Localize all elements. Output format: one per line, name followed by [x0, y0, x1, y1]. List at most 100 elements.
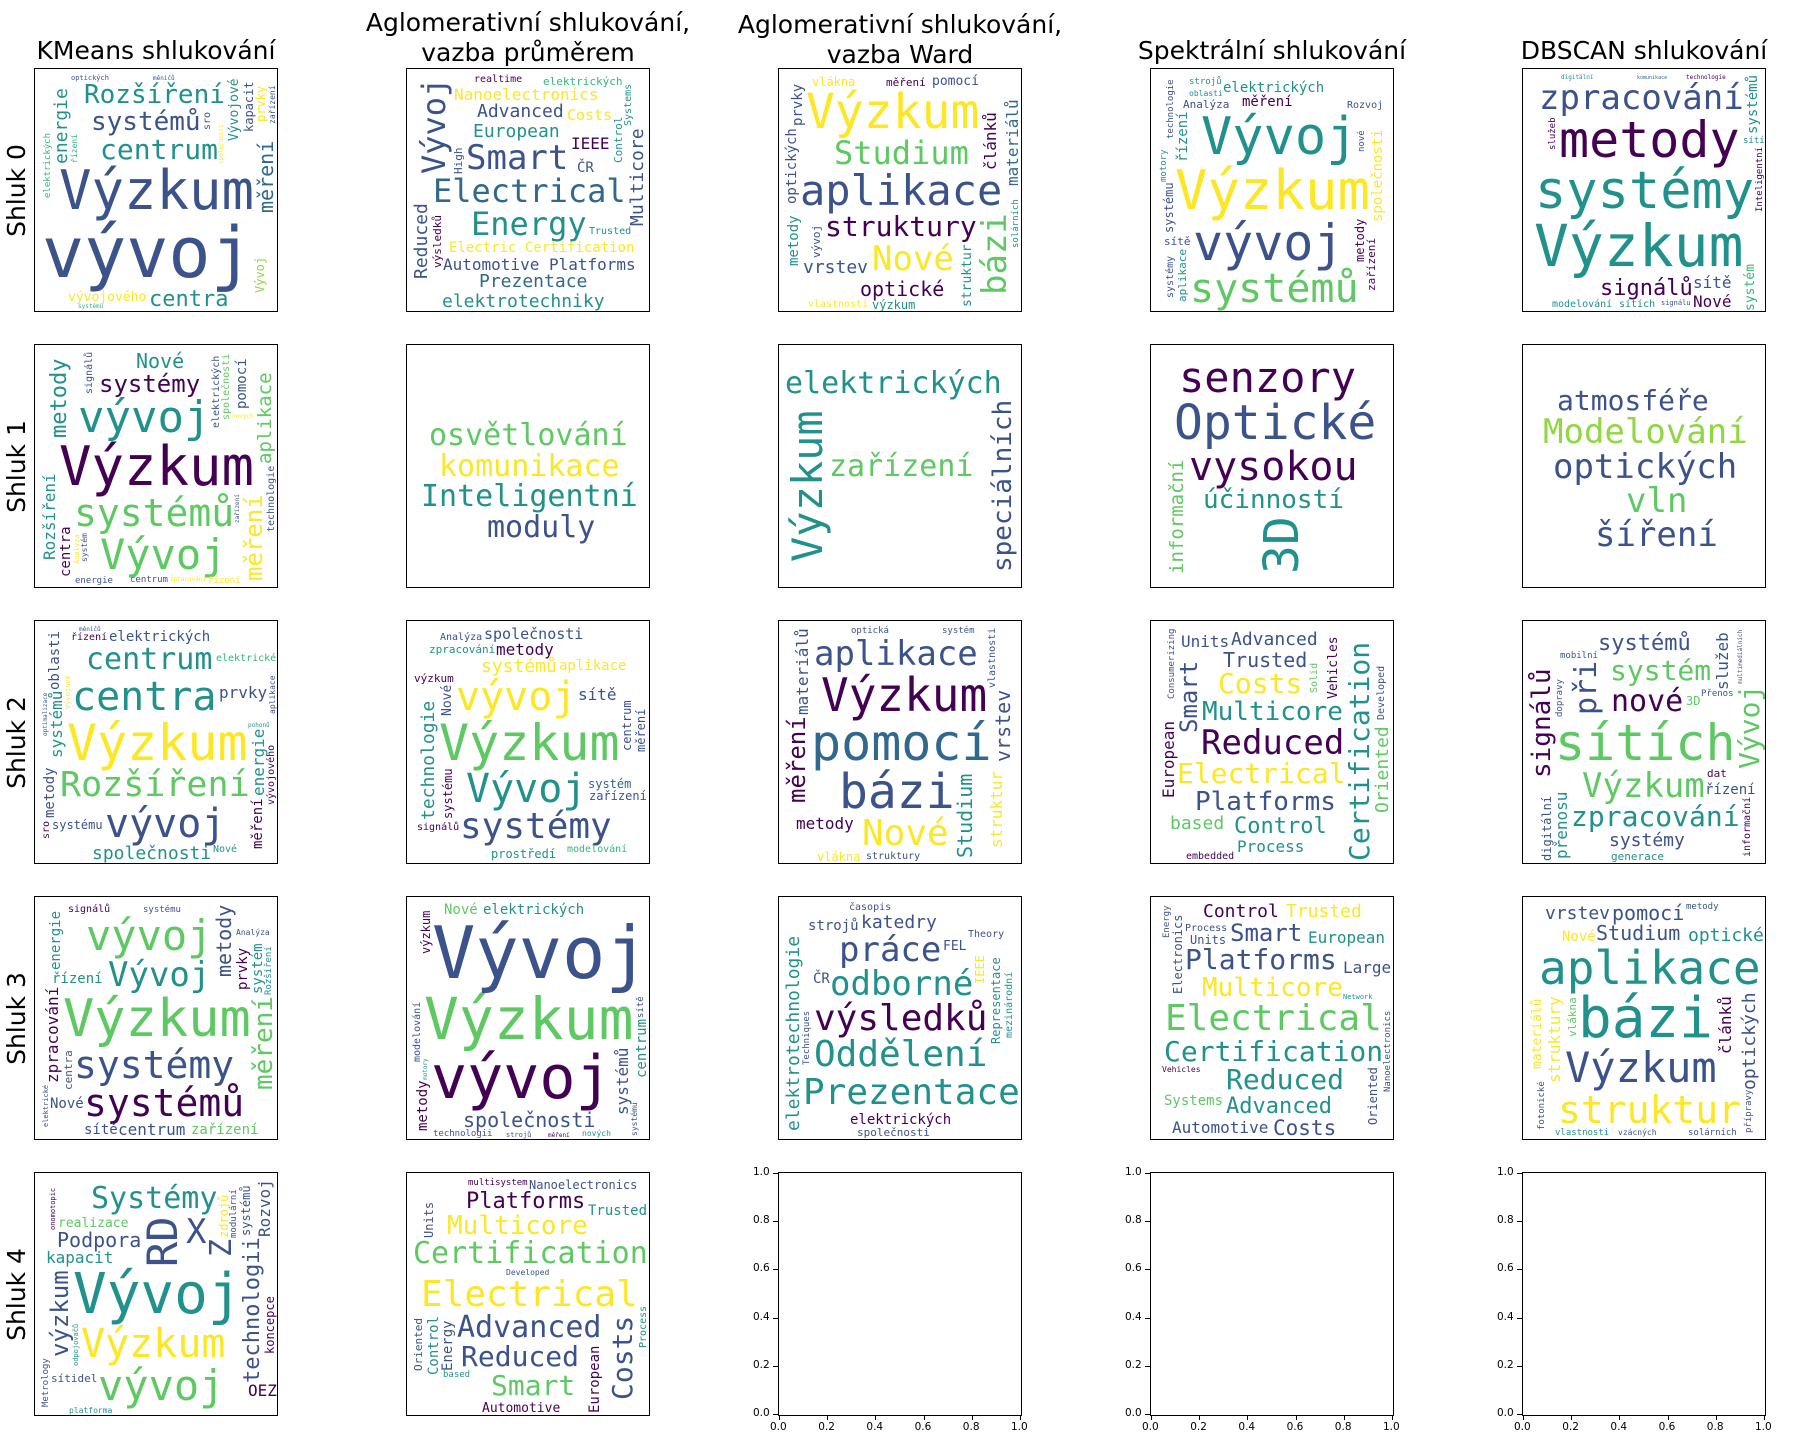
word-cloud-panel: bázi aplikace Výzkum struktur Studium pomocí o… [1522, 896, 1766, 1140]
cloud-word: zařízení [234, 493, 241, 523]
cloud-word: elektrické [42, 1084, 50, 1128]
column-title: Aglomerativní shlukování, vazba průměrem [365, 8, 691, 67]
cloud-word: komunikace [439, 449, 620, 484]
cloud-word: High [452, 147, 465, 175]
cloud-word: Smart [466, 138, 569, 178]
cloud-word: signálu [1661, 299, 1691, 307]
cloud-word: Costs [606, 1315, 639, 1401]
cloud-word: metody [1686, 902, 1719, 912]
cloud-word: řízení [1705, 782, 1756, 798]
cloud-word: Studium [1596, 921, 1681, 945]
cloud-word: Nové [50, 1096, 84, 1112]
y-tick-label: 1.0 [1497, 1166, 1514, 1178]
cloud-word: zpracování [43, 987, 62, 1084]
cloud-word: Reduced [1226, 1063, 1345, 1096]
x-tick-mark [779, 1415, 780, 1420]
cloud-word: Nové [136, 349, 185, 373]
empty-axes-panel: 0.0 0.0 0.2 0.2 0.4 0.4 0.6 0.6 0.8 0.8 1.0 1.0 [1125, 1166, 1400, 1433]
x-tick-label: 0.8 [1706, 1421, 1724, 1433]
cloud-word: centrum [86, 642, 213, 677]
cloud-word: řízení [71, 632, 108, 643]
x-tick-mark [1715, 1415, 1717, 1420]
cloud-word: Trusted [1286, 901, 1362, 922]
cloud-word: Podpora [57, 1228, 142, 1252]
cloud-word: vrstev [803, 257, 869, 278]
y-tick-mark [773, 1414, 778, 1415]
cloud-word: Výzkum [439, 714, 620, 772]
cloud-word: vývojového [68, 290, 147, 305]
word-cloud-panel: výsledků Oddělení odborné Prezentace práce ka… [778, 896, 1022, 1140]
cloud-word: struktur [987, 771, 1006, 849]
cloud-word: kapacit [46, 1248, 114, 1267]
cloud-word: centrum [130, 575, 168, 585]
cloud-word: materiálů [1003, 98, 1022, 186]
x-tick-label: 0.4 [1238, 1421, 1256, 1433]
cloud-word: měření [548, 1132, 570, 1139]
cloud-word: Výzkum [1175, 159, 1371, 222]
cloud-word: Inteligentní [421, 479, 638, 514]
cloud-word: strojů [808, 918, 859, 934]
cloud-word: šíření [1595, 515, 1718, 555]
cloud-word: Rozšíření [84, 80, 225, 110]
cloud-word: výzkum [46, 1269, 74, 1357]
cloud-word: zpracování [170, 576, 207, 583]
cloud-word: struktury [866, 851, 921, 862]
x-tick-mark [1764, 1415, 1765, 1420]
x-tick-label: 0.6 [914, 1421, 932, 1433]
cloud-word: řízení [208, 576, 241, 586]
cloud-word: aplikace [268, 675, 277, 714]
x-tick-mark [1199, 1415, 1201, 1420]
y-tick-mark [773, 1221, 778, 1223]
cloud-word: vývoj [86, 911, 213, 960]
cloud-word: systém [250, 942, 266, 994]
cloud-word: platforma [69, 1406, 113, 1415]
cloud-word: prvky [790, 83, 806, 127]
cloud-word: sítích [1555, 714, 1736, 772]
cloud-word: Vývoj [253, 256, 267, 294]
cloud-word: Nanoelectronics [1383, 1010, 1393, 1093]
cloud-word: elektrických [785, 366, 1002, 401]
y-tick-mark [1145, 1365, 1150, 1367]
cloud-word: vývoj [1193, 214, 1344, 272]
cloud-word: struktury [1545, 995, 1564, 1083]
cloud-word: zařízení [268, 85, 277, 124]
x-tick-mark [923, 1415, 925, 1420]
cloud-word: centra [149, 287, 229, 312]
cloud-word: zařízení [1365, 237, 1378, 291]
cloud-word: Nové [444, 902, 478, 918]
cloud-word: měření [1242, 94, 1293, 110]
x-tick-label: 1.0 [1383, 1421, 1400, 1433]
cloud-word: systémy [1535, 161, 1755, 221]
cloud-word: vývoj [456, 674, 577, 720]
cloud-word: modelování [567, 844, 628, 855]
cloud-word: Studium [953, 773, 977, 859]
word-cloud-panel: Výzkum systémů vývoj Vývoj systémy měření apli… [34, 344, 278, 588]
cloud-word: Nanoelectronics [454, 85, 599, 104]
cloud-word: řízení [52, 971, 103, 987]
x-tick-mark [971, 1415, 973, 1420]
x-tick-mark [1571, 1415, 1573, 1420]
cloud-word: metody [415, 1079, 431, 1131]
cloud-word: materiálů [793, 627, 812, 715]
cloud-word: zpracování [1571, 800, 1740, 833]
cloud-word: Nové [1562, 929, 1596, 945]
cloud-word: společnosti [484, 625, 584, 643]
y-tick-label: 0.6 [753, 1262, 770, 1275]
cloud-word: sítidel [51, 1372, 98, 1385]
cloud-word: motory [1159, 148, 1169, 182]
cloud-word: měření [886, 76, 926, 89]
cloud-word: dopravy [1555, 678, 1565, 717]
cloud-word: Nové [862, 813, 949, 854]
cloud-word: metody [212, 904, 236, 978]
y-tick-label: 0.8 [1125, 1214, 1142, 1227]
cloud-word: osvětlování [429, 418, 628, 453]
cloud-word: přípravy [1744, 1089, 1754, 1134]
x-tick-mark [1523, 1415, 1524, 1420]
cloud-word: systému [630, 1101, 639, 1136]
cloud-word: solárních [1011, 198, 1021, 248]
cloud-word: centrum [100, 133, 219, 166]
column-title: Spektrální shlukování [1137, 36, 1407, 65]
cloud-word: metody [796, 814, 854, 833]
cloud-word: speciálních [988, 399, 1018, 573]
cloud-word: Z [204, 1238, 239, 1258]
